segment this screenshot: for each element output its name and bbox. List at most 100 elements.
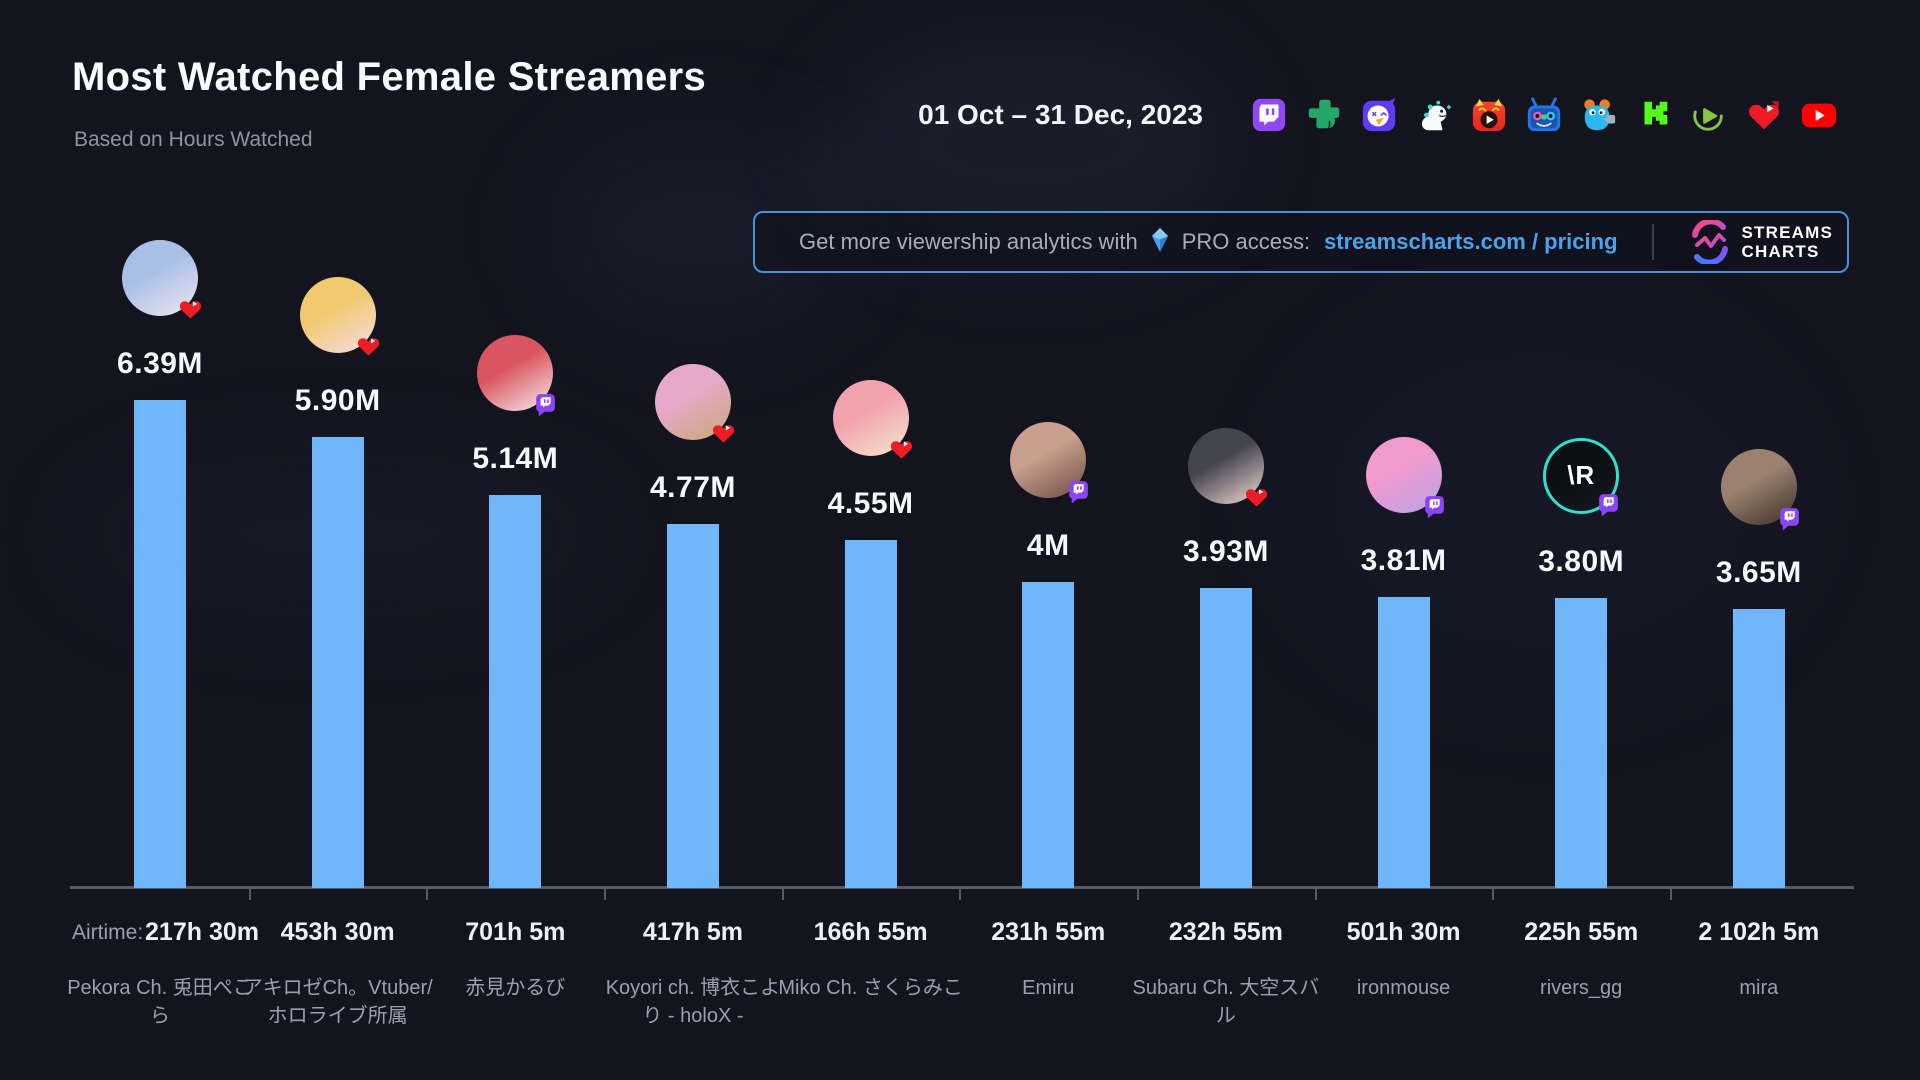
axis-tick (781, 888, 784, 900)
value-label: 5.14M (472, 442, 559, 476)
streams-charts-logo: STREAMS CHARTS (1688, 220, 1834, 264)
airtime-value: 2 102h 5m (1698, 918, 1820, 946)
value-label: 4.55M (827, 487, 914, 521)
streams-charts-logo-icon (1691, 220, 1728, 264)
value-label: 3.65M (1715, 556, 1802, 590)
airtime-value: 217h 30m (145, 918, 259, 946)
airtime-value: 231h 55m (991, 918, 1106, 946)
rumble-icon (1690, 96, 1728, 134)
bar (666, 523, 719, 888)
streamer-name: mira (1739, 977, 1779, 999)
page-title: Most Watched Female Streamers (72, 55, 707, 99)
date-range: 01 Oct – 31 Dec, 2023 (918, 99, 1203, 130)
airtime-value: 701h 5m (465, 918, 566, 946)
twitch-badge-icon (1065, 477, 1092, 504)
pro-access-banner: Get more viewership analytics with PRO a… (753, 211, 1849, 273)
axis-tick (1137, 888, 1140, 900)
banner-divider (1651, 224, 1654, 260)
youtube-icon (1800, 96, 1838, 134)
bar (489, 495, 542, 888)
streamer-name: Koyori ch. 博衣こより - holoX - (605, 977, 781, 1027)
airtime-value: 501h 30m (1346, 918, 1461, 946)
value-label: 4M (1026, 529, 1070, 563)
streamer-column: 5.90M 453h 30m アキロゼCh。Vtuber/ホロライブ所属 (243, 0, 433, 1080)
youtube-gaming-badge-icon (355, 332, 382, 359)
streamer-column: 4M 231h 55m Emiru (959, 0, 1137, 1080)
pro-gem-icon (1148, 227, 1172, 258)
avatar (654, 363, 735, 443)
airtime-value: 417h 5m (642, 918, 743, 946)
avatar (299, 277, 379, 356)
youtube-gaming-badge-icon (710, 419, 737, 446)
value-label: 5.90M (294, 384, 381, 418)
airtime-value: 166h 55m (813, 918, 928, 946)
avatar (1010, 422, 1089, 504)
nimo-tv-icon (1470, 96, 1508, 134)
axis-tick (959, 888, 962, 900)
bar (844, 540, 897, 888)
streamer-column: 3.93M 232h 55m Subaru Ch. 大空スバル (1133, 0, 1319, 1080)
kick-icon (1635, 96, 1673, 134)
banner-pro-text: PRO access: (1181, 229, 1311, 254)
twitch-icon (1250, 96, 1288, 134)
youtube-gaming-icon (1745, 96, 1783, 134)
youtube-gaming-badge-icon (888, 435, 915, 462)
x-axis-line (70, 886, 1854, 889)
avatar (1187, 427, 1267, 507)
streamer-name: ironmouse (1356, 977, 1451, 999)
airtime-label: Airtime: (72, 921, 144, 944)
bigo-mascot-icon (1580, 96, 1618, 134)
twitch-badge-icon (1776, 504, 1803, 531)
avatar: \R (1543, 437, 1622, 517)
streamer-column: \R 3.80M 225h 55m rivers_gg (1492, 0, 1670, 1080)
value-label: 4.77M (649, 470, 736, 504)
dino-mascot-icon (1415, 96, 1453, 134)
axis-tick (426, 888, 429, 900)
twitch-badge-icon (532, 390, 559, 417)
youtube-gaming-badge-icon (1243, 483, 1270, 510)
avatar (1720, 449, 1799, 531)
streamer-column: 6.39M 217h 30m Pekora Ch. 兎田ぺこら (67, 0, 259, 1080)
value-label: 6.39M (117, 346, 203, 380)
bar (1732, 609, 1785, 888)
bar (1555, 597, 1608, 888)
twitch-badge-icon (1421, 492, 1448, 519)
avatar (832, 380, 912, 460)
nonolive-icon (1360, 96, 1398, 134)
bar (311, 437, 364, 888)
value-label: 3.80M (1538, 544, 1625, 578)
streamer-name: 赤見かるび (465, 977, 566, 999)
axis-tick (1314, 888, 1317, 900)
page-subtitle: Based on Hours Watched (74, 128, 313, 151)
streamer-column: 3.65M 2 102h 5m mira (1670, 0, 1848, 1080)
twitch-badge-icon (1595, 490, 1622, 517)
axis-tick (248, 888, 251, 900)
streamer-name: Miko Ch. さくらみこ (778, 977, 963, 999)
avatar (1365, 436, 1444, 519)
streamer-name: アキロゼCh。Vtuber/ホロライブ所属 (242, 977, 433, 1027)
airtime-value: 232h 55m (1168, 918, 1283, 946)
pricing-link[interactable]: streamscharts.com / pricing (1324, 229, 1618, 254)
avatar (477, 335, 556, 417)
avatar (122, 239, 202, 319)
bar (1199, 587, 1252, 888)
streamer-name: rivers_gg (1540, 977, 1623, 999)
platform-icons-row (1250, 95, 1838, 135)
youtube-gaming-badge-icon (177, 295, 204, 322)
axis-tick (1492, 888, 1495, 900)
streamer-column: 5.14M 701h 5m 赤見かるび (426, 0, 604, 1080)
bar (134, 399, 186, 888)
avatar-text: \R (1567, 460, 1596, 491)
trovo-icon (1305, 96, 1343, 134)
axis-tick (1670, 888, 1673, 900)
mildom-tv-icon (1525, 96, 1563, 134)
streamer-name: Pekora Ch. 兎田ぺこら (67, 977, 253, 1027)
bar (1022, 582, 1075, 888)
value-label: 3.93M (1182, 534, 1269, 568)
brand-name: STREAMS CHARTS (1741, 223, 1834, 261)
bar (1377, 596, 1430, 888)
value-label: 3.81M (1360, 543, 1447, 577)
streamer-column: 4.77M 417h 5m Koyori ch. 博衣こより - holoX - (604, 0, 782, 1080)
